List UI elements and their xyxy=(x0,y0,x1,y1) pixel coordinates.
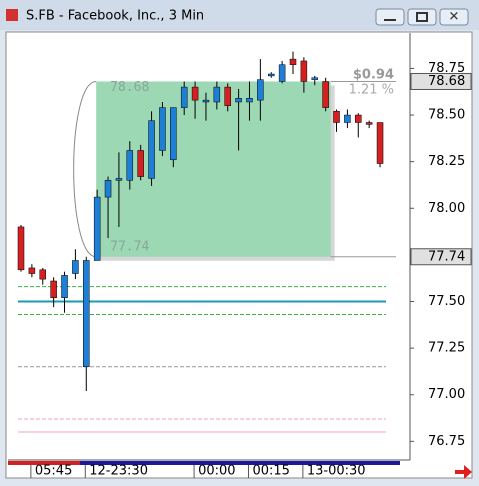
maximize-icon xyxy=(416,12,428,22)
candle-body xyxy=(93,196,101,261)
price-marker-label: 78.68 xyxy=(428,74,465,89)
session-bar-blue xyxy=(80,461,400,465)
candle-body xyxy=(365,122,373,125)
measure-percent: 1.21 % xyxy=(349,83,394,98)
candle-body xyxy=(376,122,384,164)
measure-low-label: 77.74 xyxy=(110,239,149,254)
candle-body xyxy=(224,86,231,106)
candle-body xyxy=(17,226,25,271)
measure-change: $0.94 xyxy=(353,68,394,83)
candle-body xyxy=(355,114,362,123)
candle-body xyxy=(28,267,36,274)
candle-body xyxy=(278,64,286,82)
candle-body xyxy=(72,260,79,274)
candle-body xyxy=(333,111,340,123)
maximize-button[interactable] xyxy=(407,8,437,26)
y-tick-label: 77.25 xyxy=(428,341,465,356)
app-icon xyxy=(6,9,18,21)
candle-body xyxy=(267,73,275,77)
y-tick-label: 78.00 xyxy=(428,201,465,216)
price-marker-box xyxy=(410,248,472,266)
y-tick-label: 77.00 xyxy=(428,387,465,402)
candle-body xyxy=(344,114,351,123)
candle-body xyxy=(213,86,221,103)
candle-body xyxy=(170,107,177,161)
y-tick-label: 78.75 xyxy=(428,61,465,76)
candle-body xyxy=(104,180,112,198)
candle-body xyxy=(191,86,199,101)
close-icon: ✕ xyxy=(449,10,460,25)
price-marker-box xyxy=(410,72,472,90)
candle-body xyxy=(322,81,329,108)
candle-body xyxy=(180,86,188,108)
candle-body xyxy=(202,99,210,103)
candle-body xyxy=(50,280,57,299)
candle-body xyxy=(235,98,242,103)
candle-body xyxy=(289,58,297,65)
scroll-arrow[interactable] xyxy=(455,465,472,479)
y-tick-label: 78.25 xyxy=(428,154,465,169)
minimize-button[interactable] xyxy=(375,8,405,26)
x-tick-label: 00:00 xyxy=(198,464,235,479)
measure-box xyxy=(96,81,331,257)
session-bar-red xyxy=(8,461,80,465)
candle-body xyxy=(246,98,253,103)
y-tick-label: 78.50 xyxy=(428,108,465,123)
x-tick-label: 05:45 xyxy=(35,464,72,479)
candle-body xyxy=(137,150,144,177)
y-tick-label: 77.50 xyxy=(428,294,465,309)
measure-arc xyxy=(73,80,97,258)
candle-body xyxy=(39,269,47,280)
candle-body xyxy=(83,260,90,368)
measure-high-label: 78.68 xyxy=(110,80,149,95)
x-tick-label: 00:15 xyxy=(252,464,289,479)
price-marker-label: 77.74 xyxy=(428,249,465,264)
window-title: S.FB - Facebook, Inc., 3 Min xyxy=(26,9,204,24)
candle-body xyxy=(300,60,308,82)
x-tick-label: 12-23:30 xyxy=(89,464,148,479)
candle-body xyxy=(311,77,319,80)
close-button[interactable] xyxy=(439,8,469,26)
candle-body xyxy=(148,120,155,179)
y-tick-label: 76.75 xyxy=(428,434,465,449)
x-tick-label: 13-00:30 xyxy=(307,464,366,479)
candle-body xyxy=(61,275,68,299)
candle-body xyxy=(159,107,166,151)
candle-body xyxy=(115,178,123,181)
candle-body xyxy=(126,150,134,181)
candle-body xyxy=(257,79,264,101)
